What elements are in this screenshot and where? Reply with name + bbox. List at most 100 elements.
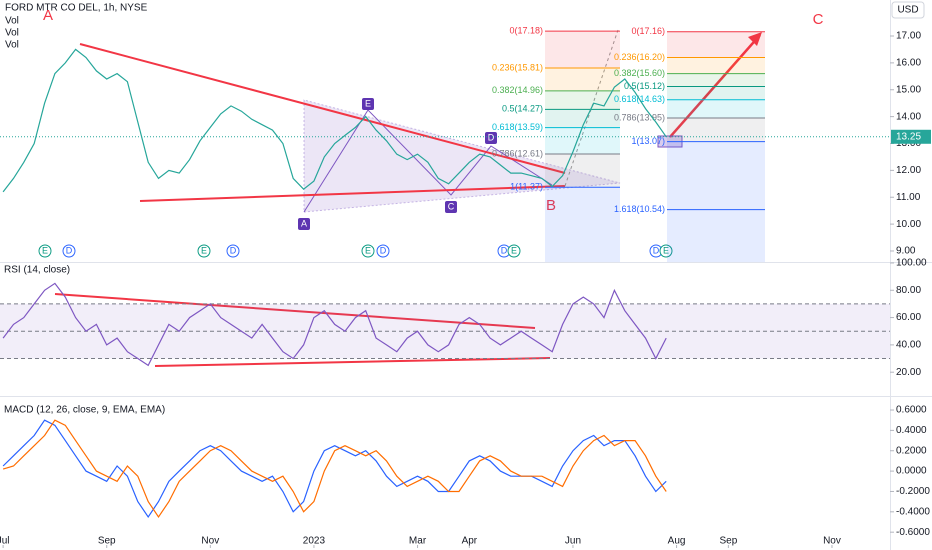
currency[interactable]: USD — [897, 5, 918, 16]
indicator: Vol — [5, 16, 19, 27]
trend-line — [139, 185, 566, 202]
fib-band — [667, 86, 765, 100]
trend-line — [79, 43, 566, 174]
y-tick-label: 100.00 — [896, 258, 927, 269]
fib-band — [545, 90, 620, 110]
fib-band — [667, 99, 765, 118]
indicator: Vol — [5, 28, 19, 39]
x-tick-label: Mar — [409, 536, 427, 547]
fib-band — [667, 141, 765, 210]
fib-band — [545, 31, 620, 68]
event-marker — [226, 244, 240, 258]
pattern-box — [485, 132, 497, 144]
last-value-label: 13.25 — [896, 131, 921, 142]
line-series — [2, 419, 667, 518]
fib-band — [667, 31, 765, 58]
y-tick-label: 0.6000 — [896, 405, 927, 416]
x-tick-label: Sep — [719, 536, 737, 547]
event-label: D — [653, 245, 660, 255]
event-marker — [38, 244, 52, 258]
line-series — [2, 419, 667, 518]
y-tick-label: 15.00 — [896, 84, 921, 95]
fib-label: 0(17.16) — [631, 26, 665, 36]
event-label: E — [365, 245, 371, 255]
fib-label: 0.5(14.27) — [502, 104, 543, 114]
event-marker — [62, 244, 76, 258]
arrow — [669, 34, 761, 138]
pattern-label: A — [301, 218, 307, 228]
symbol: FORD MTR CO DEL, 1h, NYSE — [5, 3, 148, 14]
x-tick-label: Sep — [98, 536, 116, 547]
fib-band — [545, 109, 620, 128]
wave-label: C — [813, 11, 824, 28]
y-tick-label: 14.00 — [896, 111, 921, 122]
rsi-trend-line — [154, 357, 551, 367]
event-marker — [376, 244, 390, 258]
fib-band — [667, 57, 765, 74]
pane-title: MACD (12, 26, close, 9, EMA, EMA) — [4, 405, 165, 416]
pattern-label: D — [488, 132, 495, 142]
fib-label: 1.618(10.54) — [614, 204, 665, 214]
event-label: E — [511, 245, 517, 255]
pattern-labels: A E C D — [298, 98, 497, 230]
x-tick-label: Nov — [201, 536, 219, 547]
x-tick-label: 2023 — [303, 536, 326, 547]
event-label: D — [230, 245, 237, 255]
y-tick-label: -0.4000 — [896, 506, 930, 517]
drawings — [54, 29, 762, 367]
event-marker — [197, 244, 211, 258]
fib-label: 0.786(13.95) — [614, 112, 665, 122]
pane-title: RSI (14, close) — [4, 265, 70, 276]
pattern-box — [362, 98, 374, 110]
event-label: D — [66, 245, 73, 255]
x-tick-label: Aug — [668, 536, 686, 547]
y-tick-label: 12.00 — [896, 165, 921, 176]
x-tick-label: Nov — [823, 536, 841, 547]
last-value-box — [891, 129, 931, 144]
y-tick-label: -0.6000 — [896, 527, 930, 538]
fib-band — [545, 67, 620, 91]
y-tick-label: 10.00 — [896, 219, 921, 230]
pattern-box — [445, 201, 457, 213]
fib-label: 1(11.37) — [510, 182, 543, 192]
fib-label: 0.5(15.12) — [624, 81, 665, 91]
y-tick-label: 17.00 — [896, 31, 921, 42]
arrow-head — [748, 32, 762, 46]
rsi-trend-line — [54, 293, 536, 329]
currency-box[interactable] — [891, 1, 925, 19]
fib-label: 0.618(13.59) — [492, 122, 543, 132]
y-tick-label: -0.2000 — [896, 486, 930, 497]
event-label: D — [380, 245, 387, 255]
fib-band — [667, 117, 765, 142]
fib-label: 0.382(15.60) — [614, 68, 665, 78]
fib-label: 1(13.07) — [631, 136, 665, 146]
fib-band — [545, 187, 620, 262]
fib-band — [667, 209, 765, 262]
y-tick-label: 60.00 — [896, 312, 921, 323]
event-label: E — [201, 245, 207, 255]
x-tick-label: Apr — [462, 536, 478, 547]
pattern-label: C — [448, 201, 455, 211]
fib-band — [667, 73, 765, 87]
y-tick-label: 40.00 — [896, 340, 921, 351]
indicator: Vol — [5, 40, 19, 51]
fib-label: 0.236(15.81) — [492, 62, 543, 72]
fib-label: 0.236(16.20) — [614, 52, 665, 62]
event-label: E — [663, 245, 669, 255]
y-tick-label: 20.00 — [896, 367, 921, 378]
y-tick-label: 80.00 — [896, 285, 921, 296]
y-tick-label: 0.4000 — [896, 425, 927, 436]
fib-band — [545, 127, 620, 154]
fib-label: 0.382(14.96) — [492, 85, 543, 95]
line-series — [2, 282, 667, 367]
y-tick-label: 9.00 — [896, 246, 916, 257]
wave-label: A — [43, 7, 53, 24]
wave-label: B — [546, 197, 556, 214]
event-marker — [361, 244, 375, 258]
y-tick-label: 11.00 — [896, 192, 921, 203]
x-tick-label: Jul — [0, 536, 10, 547]
triangle — [303, 99, 621, 213]
event-label: E — [42, 245, 48, 255]
pattern-label: E — [365, 98, 371, 108]
